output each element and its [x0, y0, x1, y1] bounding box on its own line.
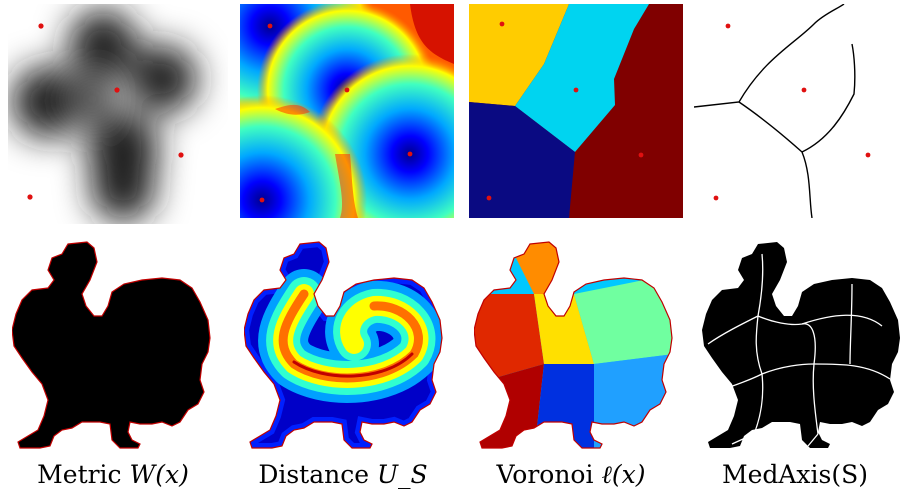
- seed-point: [27, 194, 33, 200]
- seed-point: [801, 87, 807, 93]
- voronoi-region-cyan: [515, 4, 649, 152]
- seed-point: [178, 152, 184, 158]
- caption-metric: Metric W(x): [37, 460, 189, 489]
- seed-point: [114, 87, 120, 93]
- seed-point: [267, 23, 273, 29]
- seed-point: [344, 87, 350, 93]
- voronoi-panel: [469, 4, 683, 218]
- seed-point: [407, 151, 413, 157]
- seed-point: [486, 195, 492, 201]
- seed-point: [259, 197, 265, 203]
- voronoi-region-yellow: [469, 4, 569, 106]
- medial-axis-lines: [707, 253, 891, 447]
- voronoi-region-navy: [469, 102, 575, 218]
- seed-point: [499, 21, 505, 27]
- seed-point: [573, 87, 579, 93]
- seed-point: [725, 23, 731, 29]
- rooster-voronoi-panel: [474, 241, 673, 449]
- seed-point: [638, 152, 644, 158]
- medial-axis-panel: [694, 4, 904, 218]
- rooster-metric-panel: [12, 241, 211, 449]
- caption-voronoi: Voronoi ℓ(x): [496, 460, 646, 489]
- caption-distance: Distance U_S: [258, 460, 428, 489]
- rooster-medial-axis-panel: [702, 242, 900, 448]
- seed-point: [38, 23, 44, 29]
- rooster-distance-panel: [244, 241, 443, 449]
- seed-point: [865, 152, 871, 158]
- distance-map-panel: [240, 4, 454, 218]
- caption-medaxis: MedAxis(S): [721, 460, 868, 489]
- seed-points: [27, 23, 184, 200]
- seed-point: [713, 195, 719, 201]
- metric-panel: [8, 4, 228, 224]
